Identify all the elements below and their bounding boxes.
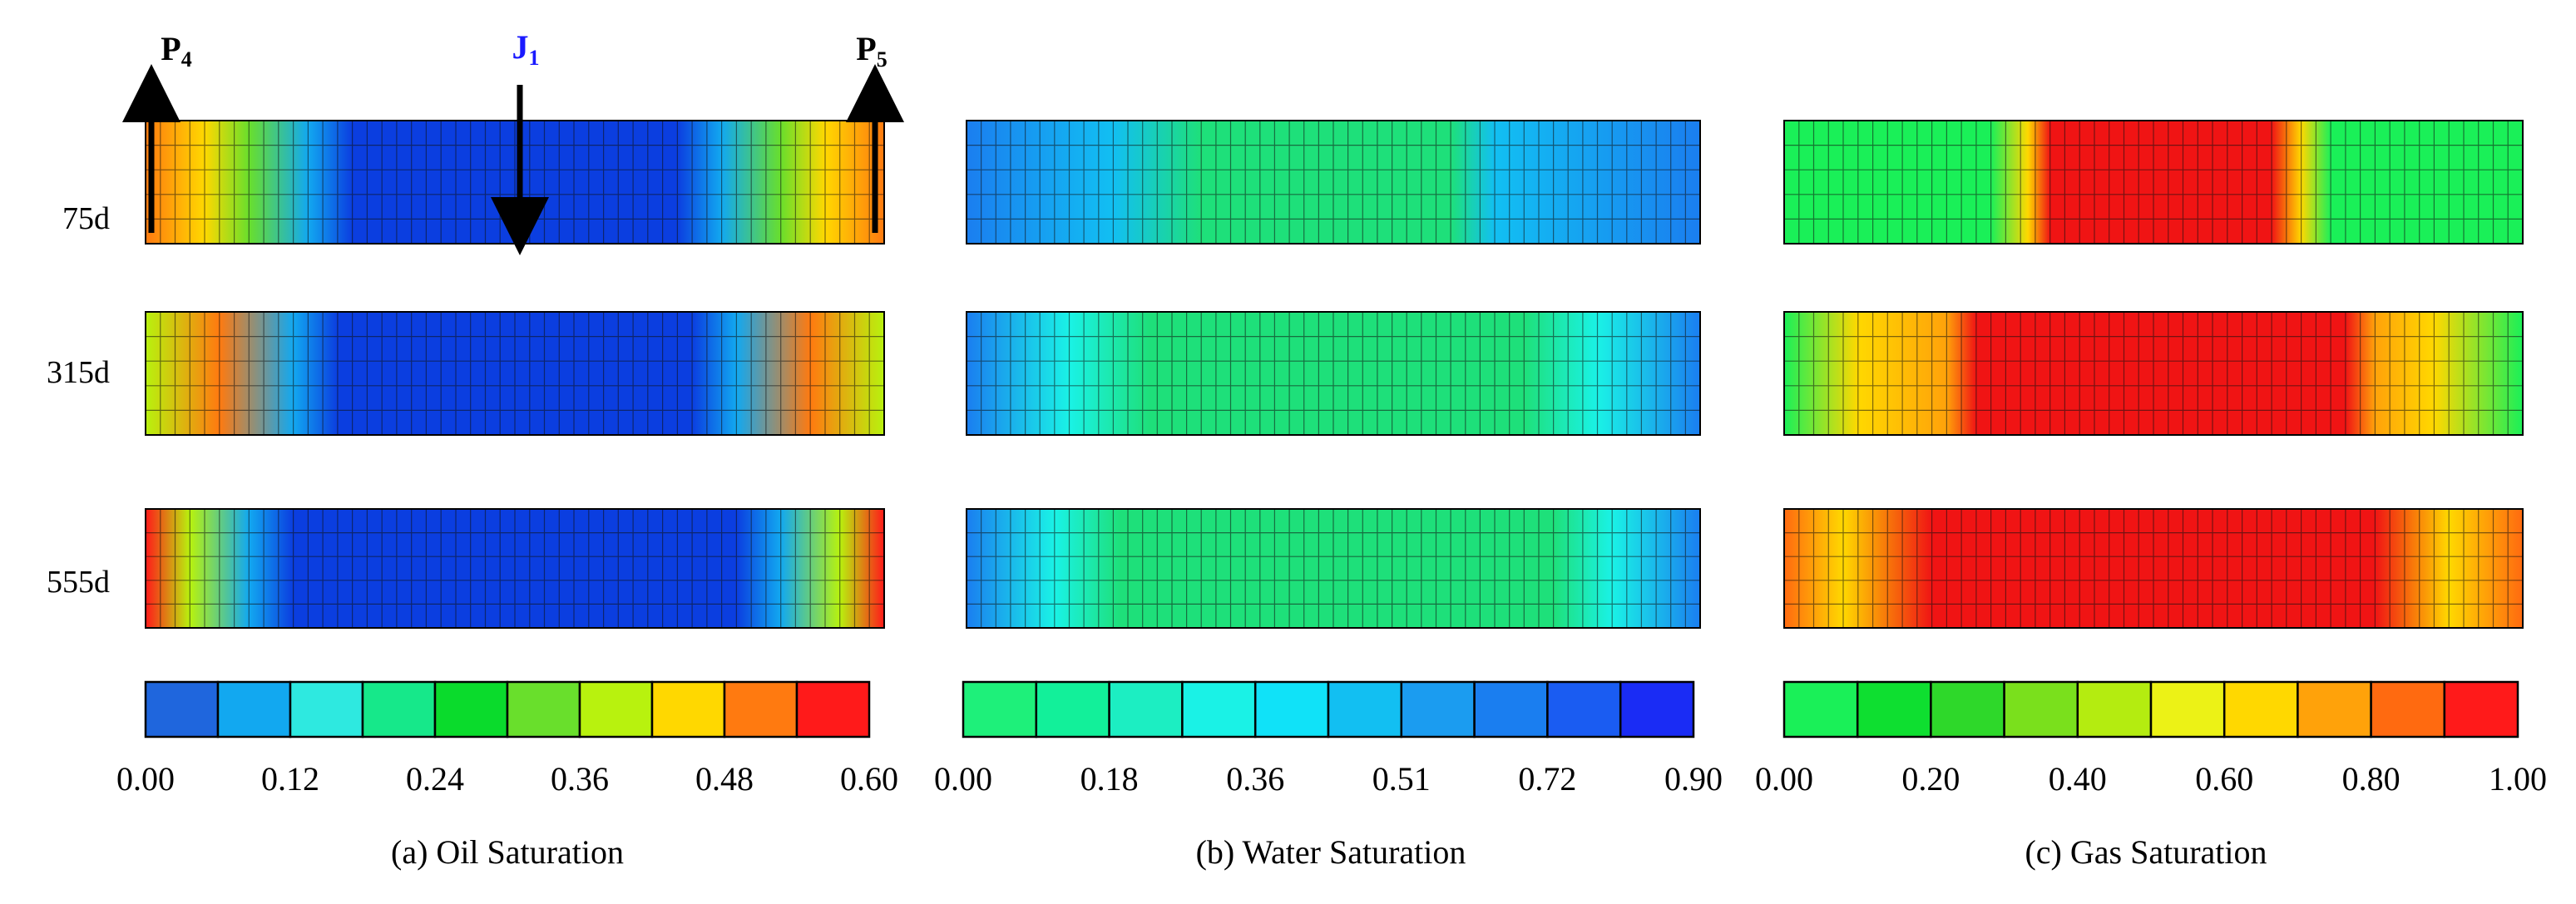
- time-label-315d: 315d: [47, 355, 110, 390]
- grid-water-row-1: [966, 311, 1701, 436]
- tick-oil-0: 0.00: [116, 760, 175, 798]
- colorbar-gas-swatch-5: [2149, 680, 2226, 739]
- tick-water-2: 0.36: [1226, 760, 1284, 798]
- saturation-grids: [145, 120, 2524, 629]
- colorbar-oil: [144, 680, 871, 739]
- panel-captions: (a) Oil Saturation (b) Water Saturation …: [391, 833, 2267, 871]
- tick-water-5: 0.90: [1664, 760, 1723, 798]
- tick-water-3: 0.51: [1372, 760, 1431, 798]
- time-label-555d: 555d: [47, 565, 110, 600]
- grid-gas-lines-0: [1784, 121, 2523, 244]
- colorbar-water-swatch-5: [1327, 680, 1403, 739]
- colorbar-gas-swatch-7: [2297, 680, 2372, 739]
- grid-oil-row-2: [145, 508, 885, 629]
- colorbar-gas-swatch-8: [2370, 680, 2446, 739]
- grid-oil-border-2: [145, 508, 885, 629]
- grid-gas-row-1: [1783, 311, 2524, 436]
- colorbar-water-swatch-7: [1473, 680, 1549, 739]
- grid-gas-border-2: [1783, 508, 2524, 629]
- tick-oil-5: 0.60: [840, 760, 898, 798]
- colorbar-water-swatch-4: [1253, 680, 1330, 739]
- colorbars: [144, 680, 2519, 739]
- grid-water-lines-1: [967, 312, 1700, 435]
- colorbar-oil-swatch-5: [506, 680, 581, 739]
- grid-water-row-2: [966, 508, 1701, 629]
- colorbar-water: [962, 680, 1695, 739]
- tick-water-4: 0.72: [1518, 760, 1576, 798]
- colorbar-oil-swatch-0: [144, 680, 220, 739]
- grid-oil-lines-2: [146, 509, 884, 628]
- colorbar-gas-swatch-0: [1782, 680, 1859, 739]
- grid-oil-row-0: [145, 120, 885, 245]
- colorbar-gas-swatch-2: [1930, 680, 2005, 739]
- time-labels: 75d 315d 555d: [47, 201, 110, 600]
- well-label-j1: J1: [512, 28, 540, 70]
- tick-oil-4: 0.48: [695, 760, 754, 798]
- grid-gas-lines-1: [1784, 312, 2523, 435]
- tick-gas-1: 0.20: [1901, 760, 1960, 798]
- colorbar-water-swatch-8: [1546, 680, 1622, 739]
- colorbar-gas: [1782, 680, 2519, 739]
- colorbar-water-swatch-9: [1619, 680, 1695, 739]
- grid-water-border-1: [966, 311, 1701, 436]
- caption-water: (b) Water Saturation: [1196, 833, 1466, 871]
- colorbar-water-swatch-6: [1400, 680, 1476, 739]
- well-annotations: P4 J1 P5: [122, 28, 904, 255]
- tick-gas-0: 0.00: [1755, 760, 1813, 798]
- well-label-p5: P5: [856, 30, 887, 72]
- tick-water-1: 0.18: [1080, 760, 1139, 798]
- grid-water-lines-2: [967, 509, 1700, 628]
- time-label-75d: 75d: [62, 201, 110, 236]
- colorbar-oil-swatch-4: [433, 680, 509, 739]
- grid-gas-border-1: [1783, 311, 2524, 436]
- colorbar-gas-swatch-9: [2443, 680, 2519, 739]
- colorbar-oil-swatch-1: [216, 680, 292, 739]
- grid-gas-lines-2: [1784, 509, 2523, 628]
- colorbar-oil-swatch-2: [289, 680, 364, 739]
- caption-oil: (a) Oil Saturation: [391, 833, 624, 871]
- colorbar-oil-swatch-8: [723, 680, 799, 739]
- well-label-p4: P4: [161, 30, 191, 72]
- colorbar-oil-swatch-6: [578, 680, 654, 739]
- colorbar-water-swatch-0: [962, 680, 1038, 739]
- colorbar-water-swatch-3: [1181, 680, 1257, 739]
- colorbar-oil-swatch-9: [795, 680, 871, 739]
- colorbar-water-swatch-1: [1035, 680, 1110, 739]
- tick-gas-4: 0.80: [2342, 760, 2400, 798]
- tick-gas-5: 1.00: [2489, 760, 2547, 798]
- tick-oil-3: 0.36: [551, 760, 609, 798]
- grid-oil-border-1: [145, 311, 885, 436]
- grid-water-row-0: [966, 120, 1701, 245]
- grid-water-border-2: [966, 508, 1701, 629]
- colorbar-water-swatch-2: [1108, 680, 1184, 739]
- colorbar-gas-swatch-6: [2222, 680, 2299, 739]
- grid-oil-row-1: [145, 311, 885, 436]
- grid-gas-row-2: [1783, 508, 2524, 629]
- tick-oil-1: 0.12: [261, 760, 319, 798]
- grid-water-border-0: [966, 120, 1701, 245]
- grid-gas-border-0: [1783, 120, 2524, 245]
- tick-water-0: 0.00: [934, 760, 992, 798]
- colorbar-oil-swatch-3: [361, 680, 437, 739]
- tick-oil-2: 0.24: [406, 760, 464, 798]
- grid-gas-row-0: [1783, 120, 2524, 245]
- tick-gas-2: 0.40: [2049, 760, 2107, 798]
- colorbar-oil-swatch-7: [650, 680, 726, 739]
- colorbar-gas-swatch-1: [1856, 680, 1932, 739]
- caption-gas: (c) Gas Saturation: [2025, 833, 2267, 871]
- colorbar-gas-swatch-4: [2076, 680, 2153, 739]
- tick-gas-3: 0.60: [2195, 760, 2253, 798]
- grid-oil-lines-1: [146, 312, 884, 435]
- grid-oil-lines-0: [146, 121, 884, 244]
- colorbar-gas-swatch-3: [2003, 680, 2079, 739]
- colorbar-tick-labels: 0.00 0.12 0.24 0.36 0.48 0.60 0.00 0.18 0.36 0.51…: [116, 760, 2547, 798]
- grid-water-lines-0: [967, 121, 1700, 244]
